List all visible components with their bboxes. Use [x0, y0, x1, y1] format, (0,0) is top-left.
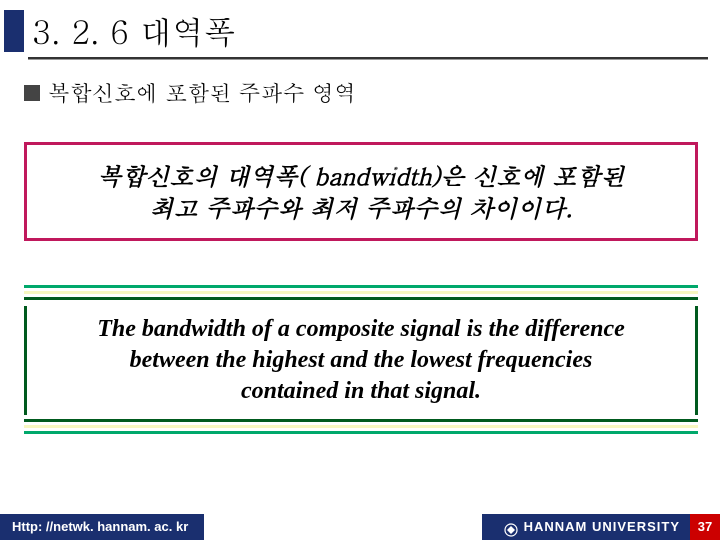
title-underline [28, 57, 708, 59]
stripe-icon [24, 285, 698, 288]
slide-title: 3. 2. 6 대역폭 [32, 8, 236, 53]
bullet-square-icon [24, 85, 40, 101]
footer-university: HANNAM UNIVERSITY [482, 514, 690, 540]
title-marker [4, 10, 24, 52]
stripe-icon [24, 291, 698, 294]
stripe-icon [24, 419, 698, 422]
definition-line-1: 복합신호의 대역폭( bandwidth)은 신호에 포함된 [37, 159, 685, 191]
footer-url: Http: //netwk. hannam. ac. kr [0, 514, 204, 540]
definition-box-english: The bandwidth of a composite signal is t… [24, 306, 698, 416]
bullet-row: 복합신호에 포함된 주파수 영역 [24, 77, 720, 108]
footer-university-label: HANNAM UNIVERSITY [524, 514, 680, 540]
definition-box-korean: 복합신호의 대역폭( bandwidth)은 신호에 포함된 최고 주파수와 최… [24, 142, 698, 241]
bullet-text: 복합신호에 포함된 주파수 영역 [48, 77, 356, 108]
slide: 3. 2. 6 대역폭 복합신호에 포함된 주파수 영역 복합신호의 대역폭( … [0, 0, 720, 540]
footer-spacer [204, 514, 482, 540]
definition-en-line-2: between the highest and the lowest frequ… [39, 345, 683, 376]
definition-en-line-1: The bandwidth of a composite signal is t… [39, 314, 683, 345]
title-row: 3. 2. 6 대역폭 [0, 0, 720, 53]
green-stripes-top [24, 285, 698, 300]
stripe-icon [24, 425, 698, 428]
definition-line-2: 최고 주파수와 최저 주파수의 차이이다. [37, 191, 685, 223]
stripe-icon [24, 297, 698, 300]
page-number: 37 [690, 514, 720, 540]
green-stripes-bottom [24, 419, 698, 434]
university-logo-icon [504, 520, 518, 534]
footer: Http: //netwk. hannam. ac. kr HANNAM UNI… [0, 514, 720, 540]
stripe-icon [24, 431, 698, 434]
definition-en-line-3: contained in that signal. [39, 376, 683, 407]
